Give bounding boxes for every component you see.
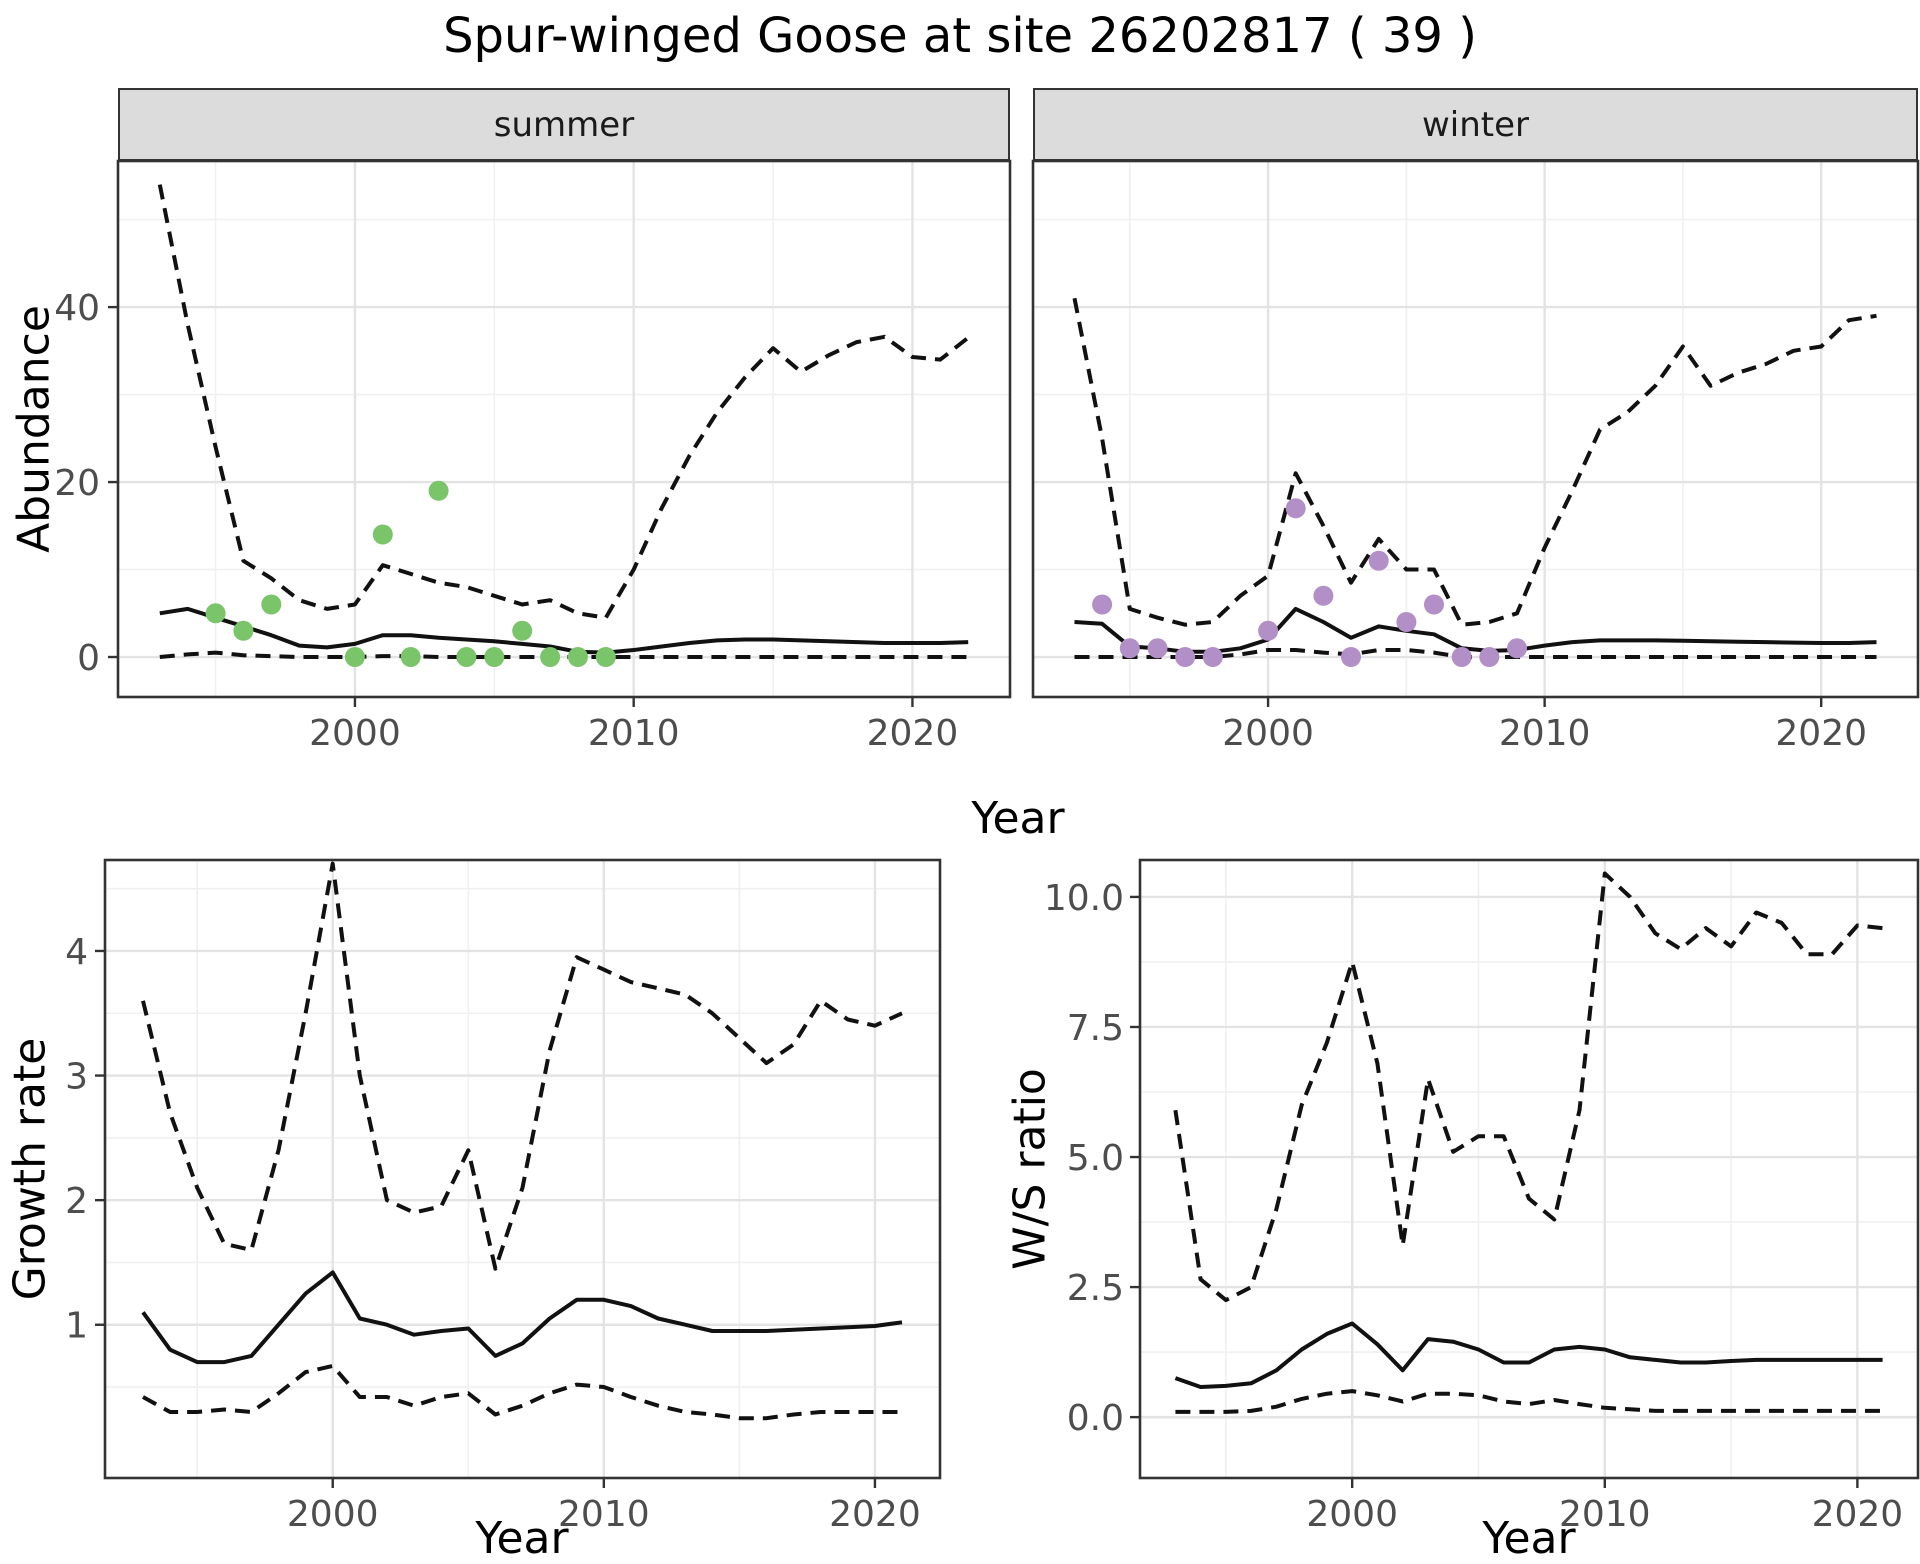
abundance-axis-title: Abundance <box>8 305 60 553</box>
observed-point <box>1507 638 1527 659</box>
x-tick-label: 2010 <box>558 1494 650 1535</box>
series-group <box>141 861 903 1421</box>
y-tick-label: 20 <box>54 463 100 504</box>
panel-background <box>1140 860 1918 1478</box>
plot-title: Spur-winged Goose at site 26202817 ( 39 … <box>443 8 1477 64</box>
observed-point <box>1424 594 1444 615</box>
facet-label-summer: summer <box>493 104 635 145</box>
x-tick-label: 2010 <box>1499 713 1591 754</box>
year-axis-title-bottom-right: Year <box>1482 1513 1576 1564</box>
growth-rate-axis-title: Growth rate <box>4 1037 56 1301</box>
y-tick-label: 3 <box>65 1057 88 1098</box>
line-lower-95-ci <box>159 650 969 659</box>
panel-background <box>118 161 1010 697</box>
line-median <box>141 1270 903 1365</box>
observed-point <box>595 647 616 667</box>
observed-point <box>344 647 365 667</box>
x-tick-label: 2000 <box>287 1494 379 1535</box>
x-tick-label: 2020 <box>1775 713 1867 754</box>
panel-ws-ratio: 2000 2010 2020 0.0 2.5 5.0 7.5 10.0 <box>1044 858 1920 1535</box>
observed-point <box>1451 647 1472 667</box>
observed-point <box>400 647 421 667</box>
observed-point <box>428 480 449 501</box>
panel-border <box>103 858 942 1480</box>
panel-abundance-summer: 2000 2010 2020 0 20 40 <box>54 159 1012 754</box>
panel-abundance-winter: 2000 2010 2020 <box>1031 159 1920 754</box>
x-tick-label: 2000 <box>1306 1494 1398 1535</box>
observed-point <box>1092 594 1113 615</box>
observed-point <box>540 647 561 667</box>
panel-border <box>1138 858 1920 1480</box>
observed-point <box>1258 620 1279 641</box>
panel-border <box>116 159 1012 699</box>
x-tick-label: 2020 <box>1812 1494 1904 1535</box>
y-tick-label: 1 <box>65 1306 88 1347</box>
series-group <box>157 184 970 667</box>
observed-point <box>233 620 254 641</box>
x-tick-label: 2000 <box>309 713 401 754</box>
observed-point <box>567 647 588 667</box>
observed-point <box>1285 498 1306 519</box>
y-tick-label: 40 <box>54 288 100 329</box>
panel-background <box>1033 161 1918 697</box>
observed-point <box>1147 638 1168 659</box>
panel-background <box>105 860 940 1478</box>
series-group <box>1072 297 1877 667</box>
ws-ratio-axis-title: W/S ratio <box>1004 1068 1056 1270</box>
observed-point <box>1341 647 1361 667</box>
line-upper-95-ci <box>1173 871 1883 1303</box>
observed-point <box>205 603 226 624</box>
x-tick-label: 2010 <box>588 713 680 754</box>
observed-point <box>1396 612 1417 632</box>
y-tick-label: 7.5 <box>1067 1008 1124 1049</box>
y-tick-label: 0 <box>77 638 100 679</box>
y-tick-label: 2 <box>65 1181 88 1222</box>
x-tick-label: 2020 <box>867 713 959 754</box>
observed-point <box>484 647 505 667</box>
x-tick-label: 2000 <box>1222 713 1314 754</box>
panel-growth-rate: 2000 2010 2020 1 2 3 4 <box>65 858 942 1535</box>
observed-point <box>1368 550 1389 571</box>
y-tick-label: 4 <box>65 932 88 973</box>
series-group <box>1173 871 1883 1414</box>
facet-strip-summer: summer <box>118 88 1010 161</box>
year-axis-title-bottom-left: Year <box>475 1513 569 1564</box>
line-upper-95-ci <box>1072 297 1877 627</box>
observed-point <box>1313 585 1334 606</box>
y-tick-label: 10.0 <box>1044 878 1124 919</box>
facet-label-winter: winter <box>1421 104 1530 145</box>
x-tick-label: 2010 <box>1559 1494 1651 1535</box>
observed-point <box>1202 647 1223 667</box>
observed-point <box>261 594 282 615</box>
facet-strip-winter: winter <box>1033 88 1918 161</box>
observed-point <box>512 620 533 641</box>
line-upper-95-ci <box>157 184 970 620</box>
panel-border <box>1031 159 1920 699</box>
line-median <box>1174 1321 1883 1389</box>
line-lower-95-ci <box>142 1363 902 1421</box>
observed-point <box>1479 647 1500 667</box>
y-tick-label: 2.5 <box>1067 1268 1124 1309</box>
y-tick-label: 0.0 <box>1067 1398 1124 1439</box>
line-median <box>159 606 969 655</box>
x-tick-label: 2020 <box>829 1494 921 1535</box>
observed-point <box>1119 638 1140 659</box>
observed-point <box>372 524 393 545</box>
line-upper-95-ci <box>141 861 903 1271</box>
y-tick-label: 5.0 <box>1067 1138 1124 1179</box>
observed-point <box>456 647 477 667</box>
year-axis-title-top: Year <box>971 793 1065 844</box>
observed-point <box>1175 647 1196 667</box>
